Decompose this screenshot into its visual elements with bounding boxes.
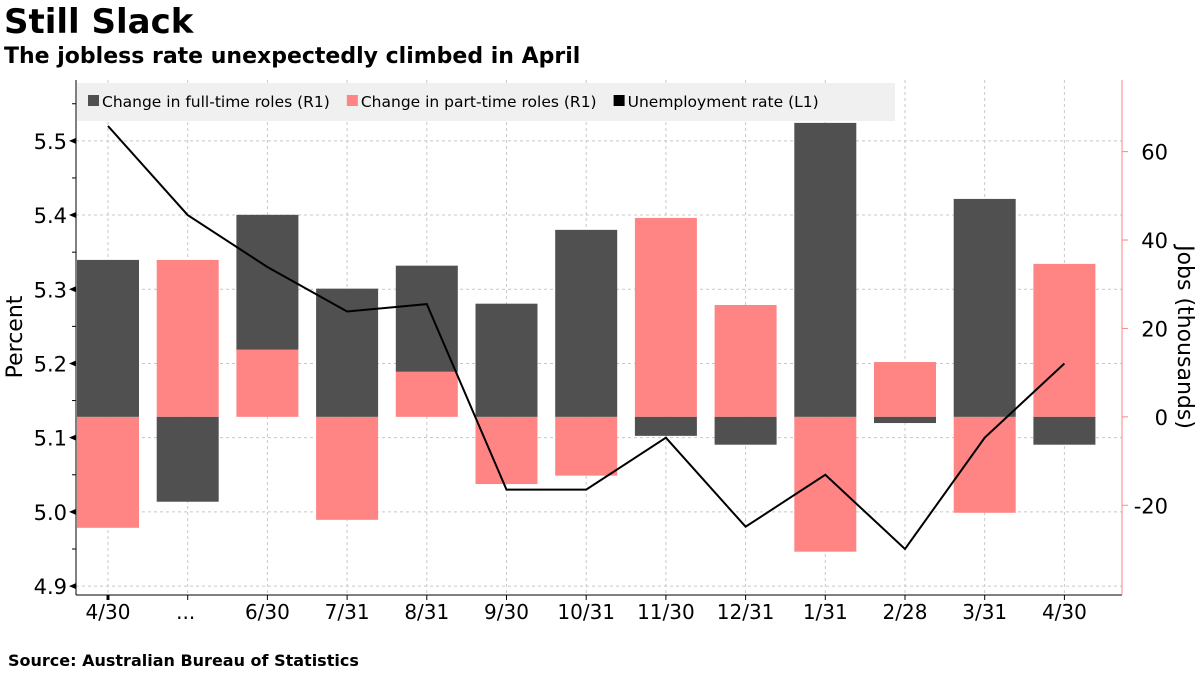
x-tick-label: 4/30 [1042, 600, 1087, 624]
tick-mark [69, 286, 76, 293]
right-tick-label: -20 [1134, 494, 1168, 518]
right-axis-label: Jobs (thousands) [1172, 243, 1197, 429]
bar-part-time [555, 416, 618, 476]
bar-part-time [1033, 263, 1096, 417]
bar-full-time [953, 198, 1016, 417]
bar-full-time [236, 214, 299, 350]
bar-full-time [555, 229, 618, 417]
x-tick-label: 2/28 [883, 600, 928, 624]
left-tick-label: 5.2 [34, 352, 67, 376]
tick-mark [69, 137, 76, 144]
x-tick-label: 4/30 [86, 600, 131, 624]
legend-background [77, 83, 895, 121]
bar-full-time [1033, 416, 1096, 445]
left-axis-label: Percent [3, 295, 28, 378]
x-tick-label: 10/31 [557, 600, 615, 624]
bar-part-time [714, 305, 777, 417]
tick-mark [69, 583, 76, 590]
tick-mark [69, 434, 76, 441]
legend-swatch [346, 95, 358, 106]
left-tick-label: 5.0 [34, 501, 67, 525]
bar-part-time [316, 416, 379, 520]
legend-label: Unemployment rate (L1) [628, 93, 819, 111]
x-tick-label: 6/30 [245, 600, 290, 624]
bar-full-time [475, 303, 538, 417]
x-tick-label: 1/31 [803, 600, 848, 624]
x-tick-label: 3/31 [962, 600, 1007, 624]
x-tick-label: 11/30 [637, 600, 695, 624]
left-tick-label: 5.4 [34, 204, 67, 228]
bar-full-time [714, 416, 777, 445]
chart-subtitle: The jobless rate unexpectedly climbed in… [4, 44, 581, 69]
bar-part-time [634, 217, 697, 417]
bar-part-time [236, 349, 299, 417]
bar-part-time [953, 416, 1016, 513]
bar-full-time [874, 416, 936, 424]
left-tick-label: 5.5 [34, 130, 67, 154]
bar-full-time [77, 259, 139, 417]
right-tick-label: 40 [1141, 229, 1168, 253]
legend-swatch [613, 95, 625, 106]
bar-part-time [395, 371, 458, 417]
bar-part-time [475, 416, 538, 485]
x-tick-label: 12/31 [717, 600, 775, 624]
right-tick-label: 0 [1155, 406, 1168, 430]
bar-full-time [156, 416, 219, 502]
left-tick-label: 5.3 [34, 278, 67, 302]
legend-swatch [88, 95, 99, 106]
source-note: Source: Australian Bureau of Statistics [8, 651, 359, 670]
bar-part-time [77, 416, 139, 528]
bar-full-time [794, 122, 857, 417]
right-tick-label: 60 [1141, 141, 1168, 165]
tick-mark [69, 360, 76, 367]
tick-mark [69, 508, 76, 515]
left-tick-label: 5.1 [34, 427, 67, 451]
legend-label: Change in full-time roles (R1) [102, 93, 330, 111]
tick-mark [69, 212, 76, 219]
left-tick-label: 4.9 [34, 575, 67, 599]
bar-part-time [794, 416, 857, 552]
bar-full-time [316, 288, 379, 417]
bar-full-time [634, 416, 697, 436]
x-tick-label: ... [176, 600, 195, 624]
legend-label: Change in part-time roles (R1) [361, 93, 597, 111]
chart-title: Still Slack [4, 2, 194, 42]
bar-part-time [156, 259, 219, 417]
bar-part-time [874, 362, 936, 417]
x-tick-label: 9/30 [484, 600, 529, 624]
right-tick-label: 20 [1141, 317, 1168, 341]
x-tick-label: 7/31 [325, 600, 370, 624]
x-tick-label: 8/31 [404, 600, 449, 624]
